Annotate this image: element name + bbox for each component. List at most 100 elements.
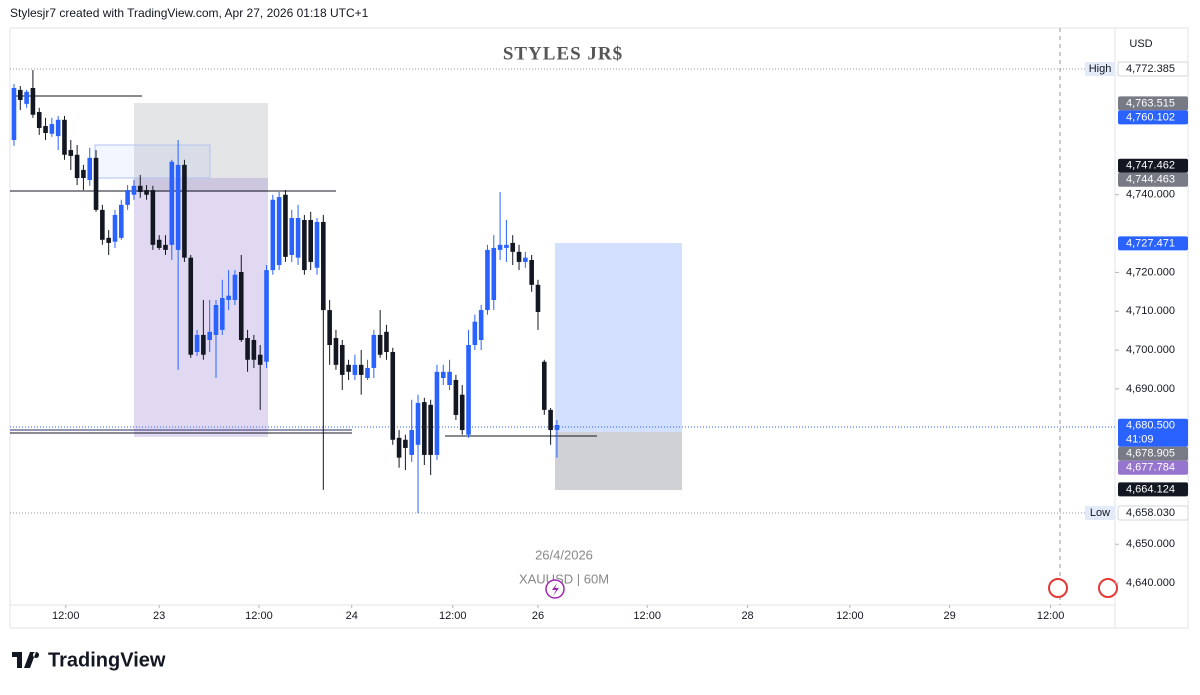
- price-badge: [1118, 236, 1188, 251]
- candle-body: [226, 295, 231, 300]
- candle-body: [390, 352, 396, 440]
- y-tick-label: 4,720.000: [1126, 266, 1175, 278]
- price-badge-label: 4,678.905: [1126, 448, 1175, 460]
- candle-body: [529, 259, 534, 285]
- candle-body: [49, 124, 55, 134]
- flag-icon[interactable]: [1098, 578, 1118, 598]
- y-tick-label: 4,690.000: [1126, 383, 1175, 395]
- stop-zone: [555, 432, 682, 490]
- candle-body: [371, 334, 377, 368]
- candle-body: [447, 371, 452, 386]
- candle-body: [497, 244, 503, 250]
- candle-body: [62, 119, 67, 155]
- x-tick-label: 12:00: [439, 610, 467, 622]
- zone: [134, 103, 268, 192]
- x-tick-label: 23: [153, 610, 165, 622]
- candle-body: [137, 185, 143, 193]
- candle-body: [30, 87, 36, 115]
- price-badge-label: 4,772.385: [1126, 63, 1175, 75]
- price-badge-label: 4,658.030: [1126, 507, 1175, 519]
- candle-body: [169, 161, 175, 245]
- candle-body: [220, 298, 225, 330]
- candle-body: [358, 364, 364, 375]
- candle-body: [207, 331, 212, 340]
- x-tick-label: 12:00: [633, 610, 661, 622]
- candle-body: [156, 239, 162, 248]
- candle-body: [131, 185, 137, 195]
- watermark-symbol: XAUUSD | 60M: [519, 571, 609, 586]
- candle-body: [478, 310, 484, 340]
- candle-body: [276, 197, 282, 266]
- candle-body: [466, 345, 471, 435]
- candle-body: [321, 221, 326, 311]
- tag-bg: [1085, 61, 1115, 76]
- candle-body: [257, 354, 263, 365]
- candle-body: [175, 164, 181, 250]
- candle-body: [93, 157, 99, 210]
- candle-body: [150, 190, 156, 245]
- candle-body: [504, 244, 509, 248]
- target-zone: [555, 243, 682, 432]
- candle-body: [163, 244, 168, 250]
- candle-body: [251, 339, 257, 360]
- candle-body: [541, 361, 547, 410]
- candle-body: [472, 321, 478, 346]
- x-tick-label: 12:00: [245, 610, 273, 622]
- candle-body: [548, 409, 553, 431]
- price-badge: [1118, 110, 1188, 125]
- header: Stylesjr7 created with TradingView.com, …: [10, 6, 369, 20]
- candle-body: [365, 367, 370, 379]
- price-badge-label: 4,747.462: [1126, 160, 1175, 172]
- candle-body: [434, 371, 440, 455]
- logo-mark: [12, 652, 40, 668]
- price-badge: [1118, 460, 1188, 475]
- candle-body: [182, 164, 187, 258]
- candle-body: [74, 154, 80, 179]
- candle-body: [106, 237, 111, 243]
- currency: USD: [1129, 38, 1152, 50]
- y-tick-label: 4,710.000: [1126, 305, 1175, 317]
- x-tick-label: 26: [532, 610, 544, 622]
- candle-body: [238, 272, 244, 340]
- candle-body: [264, 270, 269, 362]
- y-tick-label: 4,700.000: [1126, 344, 1175, 356]
- candle-body: [100, 209, 105, 240]
- price-badge: [1118, 172, 1188, 187]
- price-badge-label: 4,677.784: [1126, 462, 1175, 474]
- countdown: 41:09: [1126, 434, 1154, 446]
- candle-body: [289, 218, 295, 255]
- candle-body: [459, 394, 465, 431]
- zone: [134, 178, 268, 437]
- flag-icon[interactable]: [1048, 578, 1068, 598]
- candle-body: [81, 169, 86, 179]
- candle-body: [144, 190, 149, 195]
- x-tick-label: 12:00: [52, 610, 80, 622]
- price-badge: [1117, 61, 1189, 77]
- candle-body: [112, 214, 118, 242]
- candle-body: [194, 334, 200, 353]
- candle-body: [11, 87, 17, 140]
- candle-body: [119, 204, 124, 238]
- candle-body: [87, 157, 93, 180]
- candle-body: [453, 379, 459, 415]
- price-badge-label: 4,760.102: [1126, 111, 1175, 123]
- price-badge: [1117, 505, 1189, 521]
- y-tick-label: 4,640.000: [1126, 577, 1175, 589]
- candle-body: [17, 89, 23, 100]
- price-badge-label: 4,664.124: [1126, 483, 1175, 495]
- watermark-date: 26/4/2026: [535, 547, 593, 562]
- candle-body: [68, 150, 74, 156]
- tag: High: [1089, 63, 1112, 75]
- candle-body: [24, 91, 29, 104]
- candle-body: [535, 284, 541, 313]
- candle-body: [422, 402, 427, 455]
- x-tick-label: 12:00: [1037, 610, 1065, 622]
- chart-title: STYLES JR$: [503, 43, 623, 64]
- candle-body: [415, 402, 421, 445]
- candle-body: [384, 331, 389, 353]
- candle-body: [485, 249, 490, 311]
- y-tick-label: 4,740.000: [1126, 189, 1175, 201]
- price-badge-label: 4,744.463: [1126, 174, 1175, 186]
